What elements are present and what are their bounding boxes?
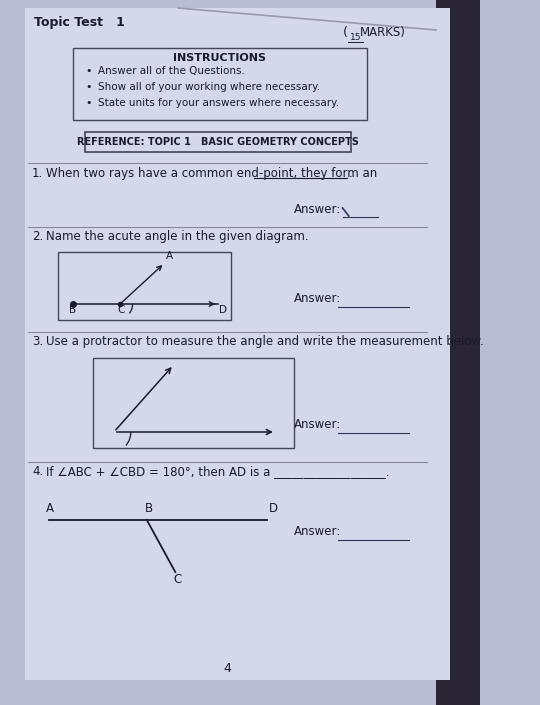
Bar [25, 8, 450, 680]
Text: Show all of your working where necessary.: Show all of your working where necessary… [98, 82, 320, 92]
Text: Answer:: Answer: [294, 203, 341, 216]
Text: Answer all of the Questions.: Answer all of the Questions. [98, 66, 245, 76]
Text: 2.: 2. [32, 230, 43, 243]
Text: •: • [86, 66, 92, 76]
Text: 15: 15 [350, 33, 361, 42]
FancyBboxPatch shape [93, 358, 294, 448]
Text: 1.: 1. [32, 167, 43, 180]
Text: B: B [145, 502, 153, 515]
Text: A: A [46, 502, 54, 515]
Text: 4.: 4. [32, 465, 43, 478]
Text: Answer:: Answer: [294, 418, 341, 431]
Text: INSTRUCTIONS: INSTRUCTIONS [173, 53, 266, 63]
Text: •: • [86, 98, 92, 108]
Text: D: D [269, 502, 278, 515]
Text: MARKS): MARKS) [360, 26, 406, 39]
Text: 3.: 3. [32, 335, 43, 348]
Text: Topic Test   1: Topic Test 1 [34, 16, 125, 29]
FancyBboxPatch shape [73, 48, 367, 120]
Text: A: A [166, 251, 173, 261]
Text: B: B [70, 305, 77, 315]
Text: (: ( [342, 26, 347, 39]
Text: When two rays have a common end-point, they form an: When two rays have a common end-point, t… [46, 167, 377, 180]
Text: Answer:: Answer: [294, 525, 341, 538]
Text: REFERENCE: TOPIC 1   BASIC GEOMETRY CONCEPTS: REFERENCE: TOPIC 1 BASIC GEOMETRY CONCEP… [77, 137, 359, 147]
Text: Use a protractor to measure the angle and write the measurement below.: Use a protractor to measure the angle an… [46, 335, 484, 348]
Text: Name the acute angle in the given diagram.: Name the acute angle in the given diagra… [46, 230, 309, 243]
Text: 4: 4 [223, 662, 231, 675]
Text: If ∠ABC + ∠CBD = 180°, then AD is a ___________________.: If ∠ABC + ∠CBD = 180°, then AD is a ____… [46, 465, 390, 478]
Text: •: • [86, 82, 92, 92]
Text: .: . [349, 167, 353, 180]
FancyBboxPatch shape [58, 252, 231, 320]
Text: State units for your answers where necessary.: State units for your answers where neces… [98, 98, 339, 108]
Bar [436, 0, 481, 705]
Text: C: C [117, 305, 125, 315]
Text: D: D [219, 305, 227, 315]
Text: C: C [173, 573, 182, 586]
FancyBboxPatch shape [85, 132, 352, 152]
Text: Answer:: Answer: [294, 292, 341, 305]
